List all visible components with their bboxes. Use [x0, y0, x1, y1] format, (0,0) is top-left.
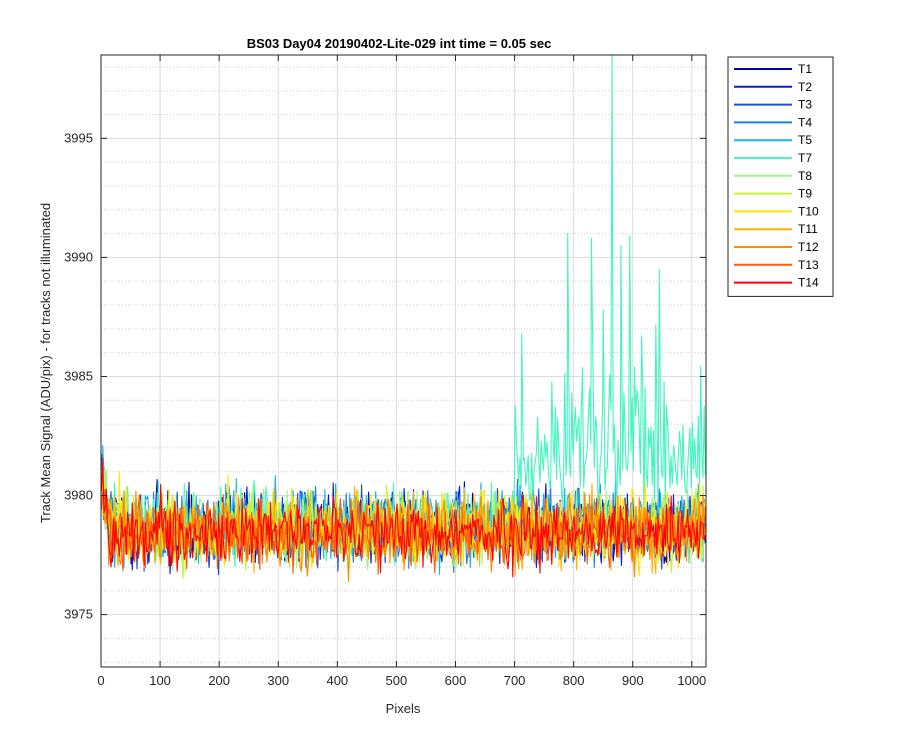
- y-tick-label: 3975: [64, 607, 93, 622]
- x-tick-label: 1000: [677, 673, 706, 688]
- series-line-t14: [101, 457, 706, 578]
- legend-label-t1: T1: [798, 62, 812, 76]
- x-axis-label: Pixels: [386, 701, 421, 716]
- x-tick-label: 600: [445, 673, 467, 688]
- legend-label-t5: T5: [798, 133, 812, 147]
- series-layer: [101, 54, 706, 583]
- x-tick-label: 500: [386, 673, 408, 688]
- legend-label-t12: T12: [798, 240, 819, 254]
- x-axis-ticks: 0 100 200 300 400 500 600 700 800 900 1000: [97, 55, 706, 688]
- x-tick-label: 300: [267, 673, 289, 688]
- x-tick-label: 800: [563, 673, 585, 688]
- legend-label-t8: T8: [798, 169, 812, 183]
- legend-label-t2: T2: [798, 80, 812, 94]
- legend-label-t4: T4: [798, 115, 812, 129]
- legend-label-t3: T3: [798, 98, 812, 112]
- legend-label-t9: T9: [798, 187, 812, 201]
- y-tick-label: 3980: [64, 488, 93, 503]
- legend-label-t11: T11: [798, 222, 818, 236]
- y-axis-label: Track Mean Signal (ADU/pix) - for tracks…: [38, 203, 53, 523]
- y-tick-label: 3990: [64, 249, 93, 264]
- series-line-t12: [101, 490, 706, 583]
- legend-label-t10: T10: [798, 204, 819, 218]
- chart-title: BS03 Day04 20190402-Lite-029 int time = …: [247, 36, 552, 51]
- y-tick-label: 3985: [64, 368, 93, 383]
- x-tick-label: 400: [326, 673, 348, 688]
- legend-label-t13: T13: [798, 258, 819, 272]
- x-tick-label: 0: [97, 673, 104, 688]
- x-tick-label: 100: [149, 673, 171, 688]
- y-axis-ticks: 3975 3980 3985 3990 3995: [64, 130, 706, 622]
- x-tick-label: 900: [622, 673, 644, 688]
- legend: T1 T2 T3 T4 T5 T7 T8 T9 T10 T11 T12 T13 T14: [727, 56, 834, 297]
- legend-label-t7: T7: [798, 151, 812, 165]
- x-tick-label: 700: [504, 673, 526, 688]
- y-tick-label: 3995: [64, 130, 93, 145]
- plot-area: [101, 55, 706, 667]
- x-tick-label: 200: [208, 673, 230, 688]
- plot-frame: [100, 54, 707, 668]
- legend-label-t14: T14: [798, 276, 819, 290]
